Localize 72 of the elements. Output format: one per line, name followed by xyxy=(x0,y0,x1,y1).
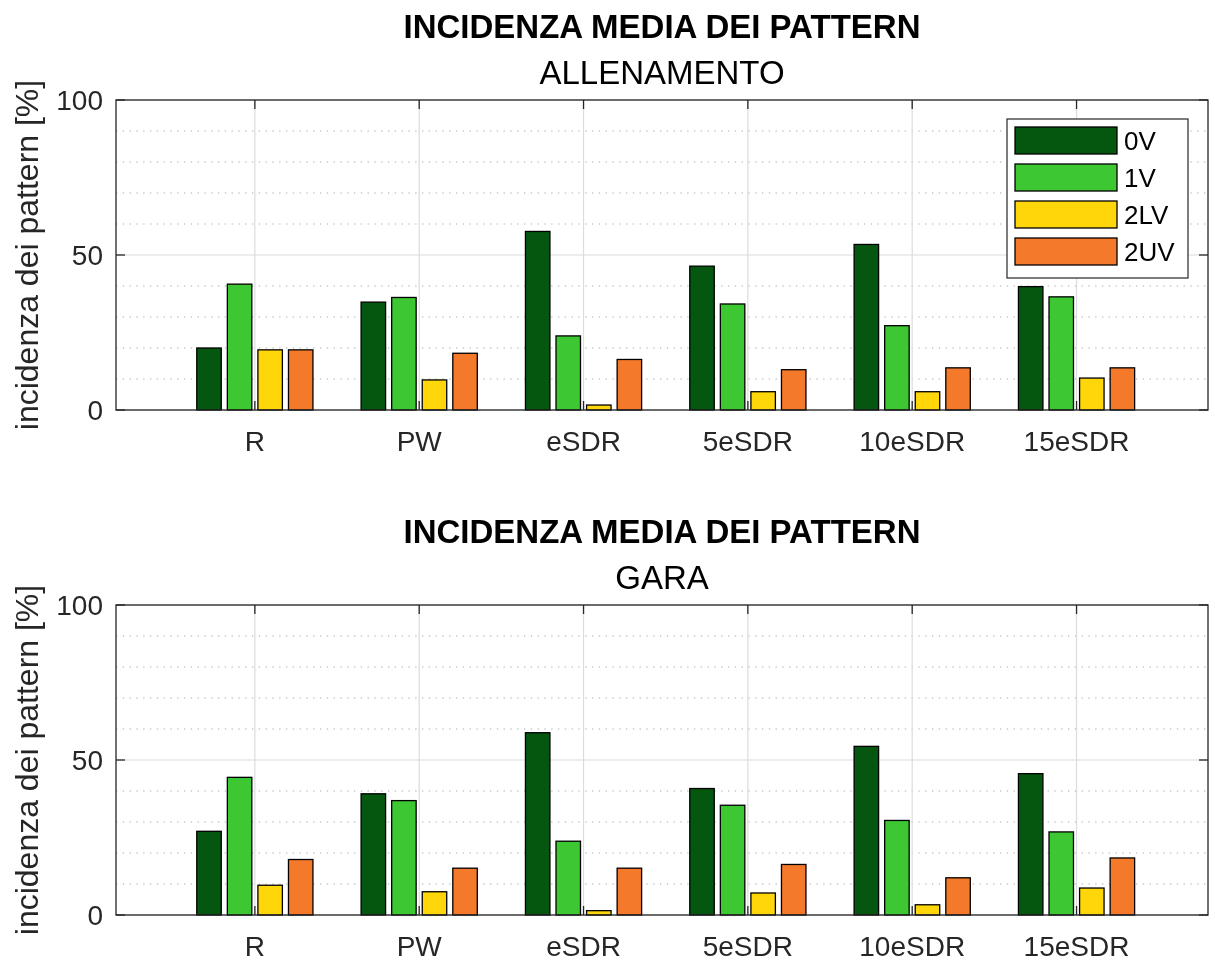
x-tick-label: R xyxy=(244,426,265,457)
bar xyxy=(257,349,284,411)
bar xyxy=(287,858,314,916)
bar xyxy=(360,301,387,411)
x-tick-label: 15eSDR xyxy=(1023,426,1130,457)
bar xyxy=(452,867,478,916)
x-tick-label: eSDR xyxy=(546,426,621,457)
bar xyxy=(750,391,777,411)
chart-title: INCIDENZA MEDIA DEI PATTERN xyxy=(403,8,921,45)
bar xyxy=(689,787,715,916)
bar xyxy=(750,892,777,916)
y-tick-label: 50 xyxy=(71,745,103,776)
y-tick-label: 0 xyxy=(87,900,103,931)
y-tick-label: 50 xyxy=(71,240,103,271)
legend-label: 2UV xyxy=(1124,237,1176,267)
bar xyxy=(196,830,222,916)
bar xyxy=(421,891,448,916)
bar xyxy=(287,349,314,411)
bar xyxy=(616,358,643,411)
bar xyxy=(524,732,551,916)
bar xyxy=(452,352,478,411)
bar xyxy=(391,296,417,411)
bar xyxy=(1017,285,1044,411)
x-tick-label: 15eSDR xyxy=(1023,931,1130,962)
bar xyxy=(555,335,582,411)
x-tick-label: 10eSDR xyxy=(859,426,966,457)
x-tick-label: eSDR xyxy=(546,931,621,962)
bar xyxy=(391,799,417,916)
legend-label: 0V xyxy=(1124,126,1157,156)
x-tick-label: 10eSDR xyxy=(859,931,966,962)
bar xyxy=(524,230,551,411)
bar xyxy=(555,840,582,916)
chart-subtitle: GARA xyxy=(615,559,709,596)
bar xyxy=(719,804,746,916)
bar xyxy=(689,265,715,411)
x-tick-label: PW xyxy=(396,426,443,457)
bar xyxy=(226,283,253,411)
bar xyxy=(257,884,284,916)
bar xyxy=(226,776,253,916)
bar xyxy=(1109,367,1136,411)
bar xyxy=(853,243,880,411)
bar xyxy=(1078,377,1105,411)
x-tick-label: PW xyxy=(396,931,443,962)
y-tick-label: 100 xyxy=(56,590,103,621)
legend-label: 2LV xyxy=(1124,200,1169,230)
x-tick-label: 5eSDR xyxy=(702,426,793,457)
y-tick-label: 0 xyxy=(87,395,103,426)
bar xyxy=(1078,887,1105,916)
bar xyxy=(1048,831,1075,916)
x-tick-label: 5eSDR xyxy=(702,931,793,962)
bar xyxy=(945,367,971,411)
bar xyxy=(884,325,910,411)
bar xyxy=(780,369,807,411)
y-axis-title: incidenza dei pattern [%] xyxy=(9,79,45,431)
bar xyxy=(945,877,971,916)
bar xyxy=(1048,296,1075,411)
bar xyxy=(616,867,643,916)
y-axis-title: incidenza dei pattern [%] xyxy=(9,584,45,936)
chart-subtitle: ALLENAMENTO xyxy=(539,54,785,91)
bar xyxy=(196,347,222,411)
y-tick-label: 100 xyxy=(56,85,103,116)
chart-title: INCIDENZA MEDIA DEI PATTERN xyxy=(403,513,921,550)
legend-label: 1V xyxy=(1124,163,1157,193)
bar xyxy=(1109,857,1136,916)
bar xyxy=(884,819,910,916)
bar xyxy=(780,863,807,916)
bar xyxy=(719,303,746,411)
bar xyxy=(853,745,880,916)
bar xyxy=(360,793,387,916)
x-tick-label: R xyxy=(244,931,265,962)
bar xyxy=(1017,772,1044,916)
bar xyxy=(421,379,448,411)
